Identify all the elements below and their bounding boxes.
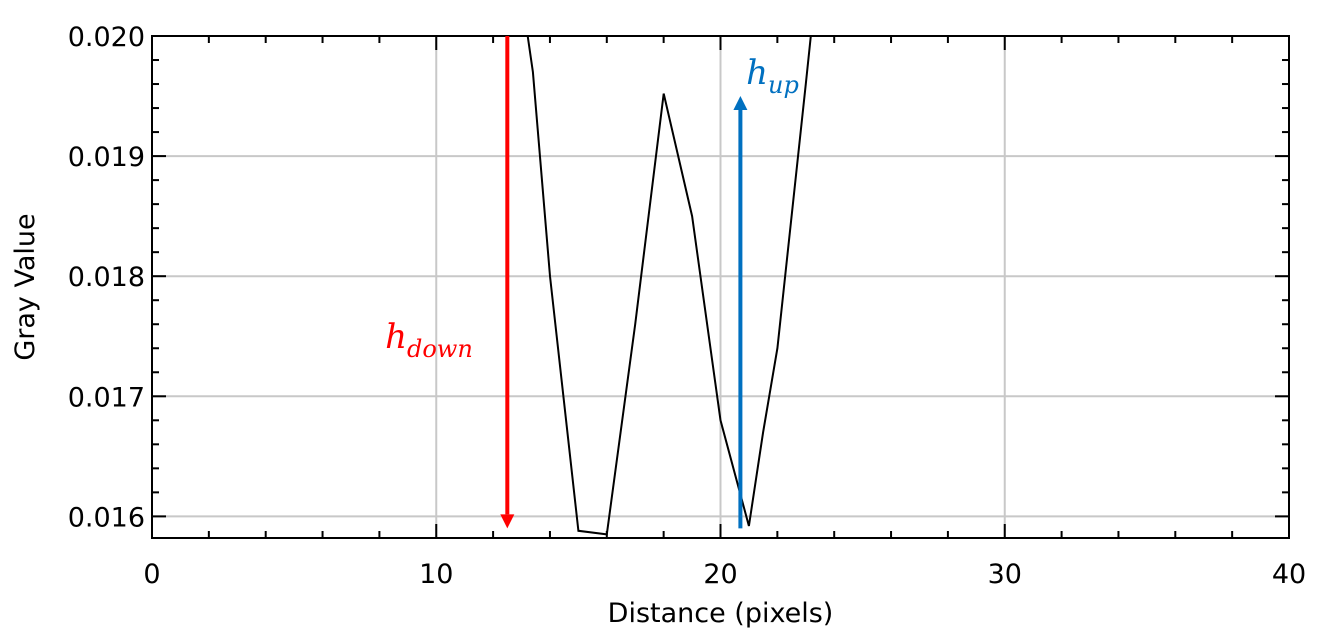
x-tick-label: 30	[988, 559, 1022, 590]
y-axis-title: Gray Value	[10, 213, 41, 360]
series-layer	[526, 36, 812, 536]
y-tick-label: 0.017	[68, 382, 145, 413]
plot-frame	[151, 35, 1290, 539]
annotation-label: hup	[746, 53, 799, 99]
tick-labels: 0 10 20 30 40 0.016 0.017 0.018 0.019 0.020	[68, 22, 1306, 590]
annotation-subscript: down	[407, 335, 473, 363]
annotation-arrow-head	[733, 96, 748, 111]
x-axis-title: Distance (pixels)	[608, 598, 834, 629]
annotation-subscript: up	[768, 71, 799, 99]
x-tick-label: 0	[143, 559, 160, 590]
annotation-base: h	[746, 53, 768, 93]
annotation-label: hdown	[385, 317, 473, 363]
y-tick-label: 0.019	[68, 142, 145, 173]
annotation-arrow-head	[500, 514, 515, 529]
y-tick-label: 0.018	[68, 262, 145, 293]
y-tick-label: 0.016	[68, 502, 145, 533]
ticks	[152, 35, 1289, 538]
grid	[152, 36, 1289, 538]
x-tick-label: 20	[703, 559, 737, 590]
x-tick-label: 40	[1272, 559, 1306, 590]
x-tick-label: 10	[419, 559, 453, 590]
series-line	[526, 36, 812, 536]
y-tick-label: 0.020	[68, 22, 145, 53]
annotation-base: h	[385, 317, 407, 357]
